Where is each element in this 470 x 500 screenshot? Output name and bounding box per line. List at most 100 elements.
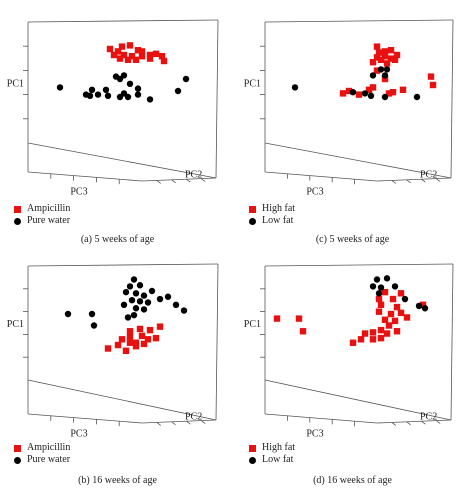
box-edge-floor-back	[264, 379, 452, 421]
legend-d: High fat Low fat	[249, 442, 295, 466]
data-point-square	[375, 49, 383, 56]
data-point-square	[375, 295, 383, 303]
legend-label: Ampicillin	[27, 442, 71, 453]
data-point-square	[381, 53, 389, 60]
data-point-circle	[90, 322, 98, 329]
data-point-square	[158, 53, 166, 60]
data-point-square	[393, 328, 401, 335]
legend-swatch-black-circle	[14, 217, 21, 225]
data-point-square	[299, 328, 307, 335]
pc2-tick	[391, 422, 397, 426]
data-point-square	[389, 89, 397, 96]
data-point-circle	[383, 275, 391, 282]
data-point-square	[146, 55, 154, 62]
box-edge-front-right	[141, 419, 217, 424]
data-point-circle	[164, 293, 172, 300]
data-point-circle	[126, 283, 134, 290]
axis-label-pc1: PC1	[7, 79, 24, 90]
data-point-square	[385, 322, 393, 329]
box-edge-top	[264, 263, 454, 267]
legend-label: Pure water	[27, 454, 71, 465]
data-point-square	[357, 336, 365, 343]
box-edge-right	[215, 19, 219, 179]
data-point-square	[381, 316, 389, 323]
legend-label: Low fat	[262, 215, 294, 226]
pc2-tick	[171, 421, 176, 426]
data-point-circle	[102, 86, 110, 94]
data-point-square	[399, 86, 407, 93]
axis-label-pc3: PC3	[306, 187, 323, 198]
data-point-square	[146, 326, 154, 334]
axis-label-pc3: PC3	[70, 429, 87, 440]
data-point-circle	[182, 75, 190, 83]
series-pure-water	[64, 276, 188, 329]
scatter-plot-d: PC1 PC3 PC2	[244, 263, 454, 440]
data-point-square	[126, 42, 134, 49]
series-ampicillin	[106, 42, 168, 65]
data-point-square	[387, 55, 395, 62]
pc2-tick	[186, 178, 191, 183]
data-point-circle	[88, 310, 96, 318]
box-edge-floor-back	[264, 142, 452, 179]
data-point-square	[383, 60, 391, 67]
data-point-square	[126, 333, 134, 341]
data-point-circle	[130, 276, 138, 283]
data-point-square	[391, 56, 399, 63]
data-point-square	[381, 288, 389, 296]
data-point-square	[144, 336, 152, 343]
legend-entry-ampicillin: Ampicillin	[14, 203, 70, 215]
data-point-circle	[361, 90, 369, 97]
data-point-circle	[146, 96, 154, 103]
data-point-square	[114, 341, 122, 349]
data-point-square	[365, 86, 373, 93]
legend-entry-high-fat: High fat	[249, 203, 295, 215]
legend-c: High fat Low fat	[249, 203, 295, 227]
box-edge-top	[27, 263, 219, 267]
data-point-circle	[421, 305, 429, 312]
pc2-tick	[200, 420, 206, 424]
legend-swatch-red-square	[249, 205, 256, 213]
panel-b: PC1 PC3 PC2 Ampicillin Pure water (b) 16 w…	[0, 250, 235, 500]
data-point-square	[146, 51, 154, 59]
box-frame	[264, 19, 454, 182]
box-frame	[27, 263, 219, 424]
pc2-tick	[406, 421, 411, 426]
data-point-square	[373, 54, 381, 61]
data-point-circle	[381, 93, 389, 101]
data-point-square	[128, 53, 136, 60]
panel-caption: (c) 5 weeks of age	[315, 234, 390, 245]
data-point-square	[138, 53, 146, 60]
axis-label-pc3: PC3	[70, 187, 87, 198]
panel-a: PC1 PC3 PC2 Ampicillin Pure water (a) 5 we…	[0, 0, 235, 250]
box-edge-front-right	[376, 177, 452, 182]
data-point-circle	[134, 85, 142, 92]
data-point-square	[393, 303, 401, 311]
data-point-circle	[86, 92, 94, 100]
panel-caption: (a) 5 weeks of age	[80, 234, 155, 245]
data-point-square	[132, 343, 140, 350]
data-point-square	[118, 43, 126, 50]
pc2-tick	[156, 180, 162, 184]
data-point-square	[403, 314, 411, 321]
panel-c: PC1 PC3 PC2 High fat Low fat (c) 5 weeks o…	[235, 0, 470, 250]
box-edge-floor-back	[27, 142, 217, 179]
data-point-square	[140, 340, 148, 348]
box-edge-right	[450, 19, 454, 179]
axis-label-pc2: PC2	[185, 170, 202, 181]
data-point-circle	[56, 84, 64, 91]
data-point-square	[377, 56, 385, 63]
box-edge-front-right	[376, 419, 452, 424]
data-point-circle	[122, 288, 130, 296]
data-point-square	[110, 51, 118, 59]
axis-label-pc2: PC2	[420, 412, 437, 423]
data-point-square	[273, 315, 281, 322]
data-point-square	[116, 55, 124, 62]
axis-label-pc2: PC2	[185, 412, 202, 423]
box-frame	[264, 263, 454, 424]
pc2-tick	[171, 179, 176, 184]
legend-entry-high-fat: High fat	[249, 442, 295, 454]
data-point-square	[122, 347, 130, 354]
legend-entry-pure-water: Pure water	[14, 454, 70, 466]
pc2-tick	[186, 420, 191, 425]
